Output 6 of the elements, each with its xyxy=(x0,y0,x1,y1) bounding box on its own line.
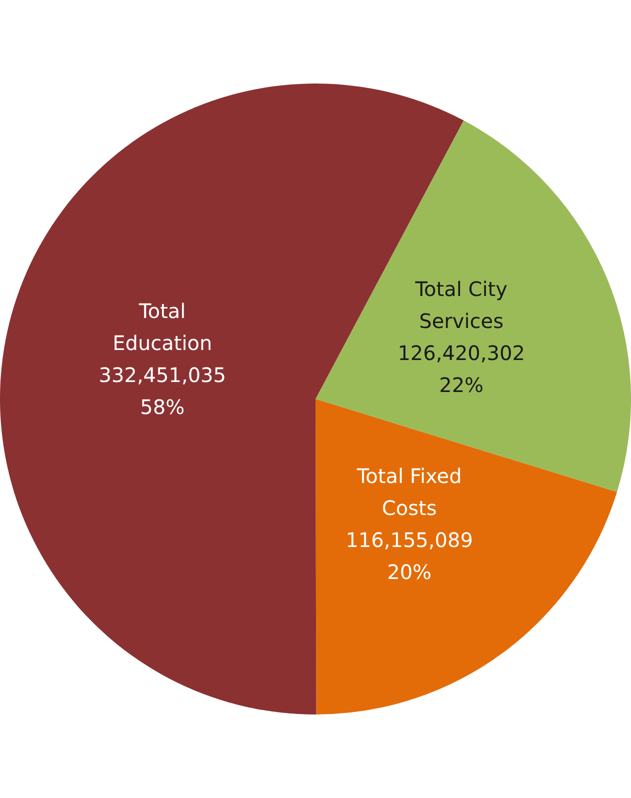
data-label: 332,451,035 58% xyxy=(98,363,226,420)
slice-label: Total Education xyxy=(112,299,212,356)
data-label: 116,155,089 20% xyxy=(346,528,473,584)
slice-label: Total City Services xyxy=(414,277,508,334)
data-label: 126,420,302 22% xyxy=(398,341,525,398)
slice-label: Total Fixed Costs xyxy=(356,464,462,520)
